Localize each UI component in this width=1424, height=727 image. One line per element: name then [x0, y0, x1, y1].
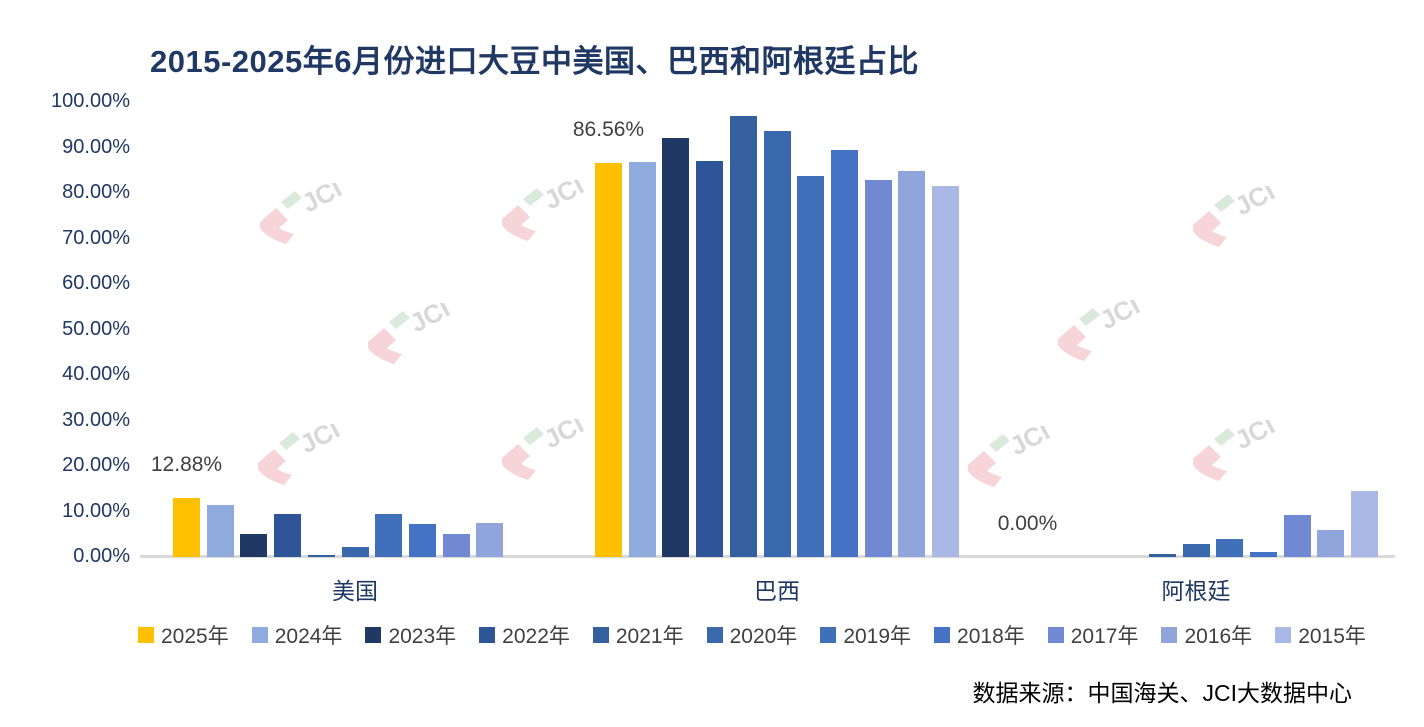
y-tick-label: 40.00% [62, 363, 130, 385]
bar-2020年-美国 [341, 546, 369, 557]
legend-label: 2019年 [843, 625, 912, 648]
bar-2019年-阿根廷 [1216, 539, 1244, 557]
legend-item-2020年: 2020年 [706, 620, 798, 650]
legend-swatch-icon [706, 627, 723, 643]
y-tick-label: 30.00% [62, 408, 130, 431]
svg-text:JCI: JCI [295, 424, 345, 459]
y-tick-label: 50.00% [62, 317, 130, 340]
bar-2023年-巴西 [662, 137, 690, 557]
legend-swatch-icon [820, 627, 837, 643]
bar-2021年-美国 [307, 555, 335, 557]
legend-label: 2025年 [161, 625, 229, 648]
bar-2025年-美国 [173, 498, 200, 557]
y-tick-label: 0.00% [73, 545, 130, 567]
jci-logo-watermark: JCI [1183, 176, 1298, 248]
legend-swatch-icon [1275, 627, 1292, 643]
bar-2015年-阿根廷 [1351, 491, 1378, 557]
legend-label: 2024年 [274, 625, 343, 648]
legend-item-2016年: 2016年 [1161, 620, 1252, 650]
bar-2018年-美国 [408, 523, 436, 557]
jci-logo-watermark: JCI [358, 293, 473, 365]
bar-2017年-巴西 [864, 180, 892, 557]
legend-item-2017年: 2017年 [1047, 620, 1139, 650]
svg-text:JCI: JCI [539, 419, 589, 454]
bar-2022年-巴西 [696, 161, 724, 557]
legend-item-2024年: 2024年 [251, 620, 343, 650]
data-label-2025-巴西: 86.56% [572, 118, 645, 142]
legend: 2025年 2024年 2023年 2022年 2021年 2020年 2019年 2018年… [138, 620, 1366, 650]
jci-logo-watermark: JCI [1048, 290, 1163, 362]
svg-text:JCI: JCI [1005, 426, 1055, 461]
category-label-美国: 美国 [332, 578, 378, 604]
bar-2020年-巴西 [763, 131, 791, 557]
svg-text:JCI: JCI [1230, 420, 1280, 455]
bar-2018年-阿根廷 [1249, 551, 1277, 557]
bar-2025年-巴西 [595, 163, 622, 557]
category-label-巴西: 巴西 [754, 578, 800, 604]
legend-swatch-icon [1161, 627, 1178, 643]
bar-2021年-阿根廷 [1148, 553, 1176, 557]
bar-2024年-巴西 [628, 161, 656, 557]
category-label-阿根廷: 阿根廷 [1161, 578, 1231, 604]
legend-label: 2017年 [1070, 625, 1139, 648]
legend-item-2023年: 2023年 [365, 620, 456, 650]
y-tick-label: 70.00% [62, 226, 130, 249]
y-tick-label: 90.00% [62, 135, 130, 158]
bar-2022年-美国 [274, 514, 302, 557]
bar-2015年-巴西 [932, 186, 959, 557]
legend-swatch-icon [592, 627, 609, 643]
legend-item-2015年: 2015年 [1275, 620, 1366, 650]
legend-item-2021年: 2021年 [592, 620, 684, 650]
legend-item-2022年: 2022年 [479, 620, 570, 650]
data-label-2025-阿根廷: 0.00% [997, 512, 1058, 535]
bar-2018年-巴西 [830, 150, 858, 557]
bar-2017年-阿根廷 [1283, 515, 1311, 557]
jci-logo-watermark: JCI [250, 173, 365, 245]
data-label-2025-美国: 12.88% [150, 453, 223, 477]
legend-label: 2018年 [957, 625, 1025, 648]
bar-2016年-美国 [476, 522, 504, 557]
legend-swatch-icon [479, 627, 496, 643]
legend-label: 2015年 [1298, 625, 1366, 648]
legend-item-2018年: 2018年 [934, 620, 1025, 650]
y-tick-label: 20.00% [62, 454, 130, 476]
bar-2019年-美国 [375, 514, 403, 557]
y-tick-label: 10.00% [62, 499, 130, 522]
bar-2021年-巴西 [729, 116, 757, 557]
legend-label: 2020年 [729, 625, 798, 648]
legend-label: 2021年 [615, 625, 684, 648]
bar-2016年-阿根廷 [1317, 530, 1345, 557]
legend-swatch-icon [138, 627, 154, 643]
bar-2020年-阿根廷 [1182, 544, 1210, 557]
svg-text:JCI: JCI [405, 303, 455, 338]
source-note: 数据来源：中国海关、JCI大数据中心 [972, 680, 1353, 706]
legend-label: 2023年 [388, 625, 457, 648]
legend-item-2019年: 2019年 [820, 620, 911, 650]
legend-item-2025年: 2025年 [138, 620, 229, 650]
legend-label: 2022年 [502, 625, 570, 648]
chart-title: 2015-2025年6月份进口大豆中美国、巴西和阿根廷占比 [150, 44, 919, 79]
jci-logo-watermark: JCI [1183, 410, 1298, 482]
y-tick-label: 100.00% [51, 90, 130, 112]
svg-text:JCI: JCI [1095, 300, 1145, 335]
jci-logo-watermark: JCI [958, 416, 1073, 488]
jci-logo-watermark: JCI [492, 170, 607, 242]
svg-text:JCI: JCI [1230, 186, 1280, 221]
legend-swatch-icon [1047, 627, 1064, 643]
y-tick-label: 60.00% [62, 272, 130, 294]
legend-swatch-icon [251, 627, 268, 643]
bar-2019年-巴西 [797, 176, 825, 557]
jci-logo-watermark: JCI [492, 409, 607, 481]
bar-2023年-美国 [240, 534, 268, 557]
bar-2016年-巴西 [898, 171, 926, 557]
y-tick-label: 80.00% [62, 181, 130, 203]
svg-text:JCI: JCI [539, 180, 589, 215]
bar-2024年-美国 [206, 505, 234, 557]
svg-text:JCI: JCI [297, 183, 347, 218]
legend-swatch-icon [934, 627, 951, 643]
legend-label: 2016年 [1184, 625, 1253, 648]
bar-2017年-美国 [442, 534, 470, 557]
legend-swatch-icon [365, 627, 382, 643]
